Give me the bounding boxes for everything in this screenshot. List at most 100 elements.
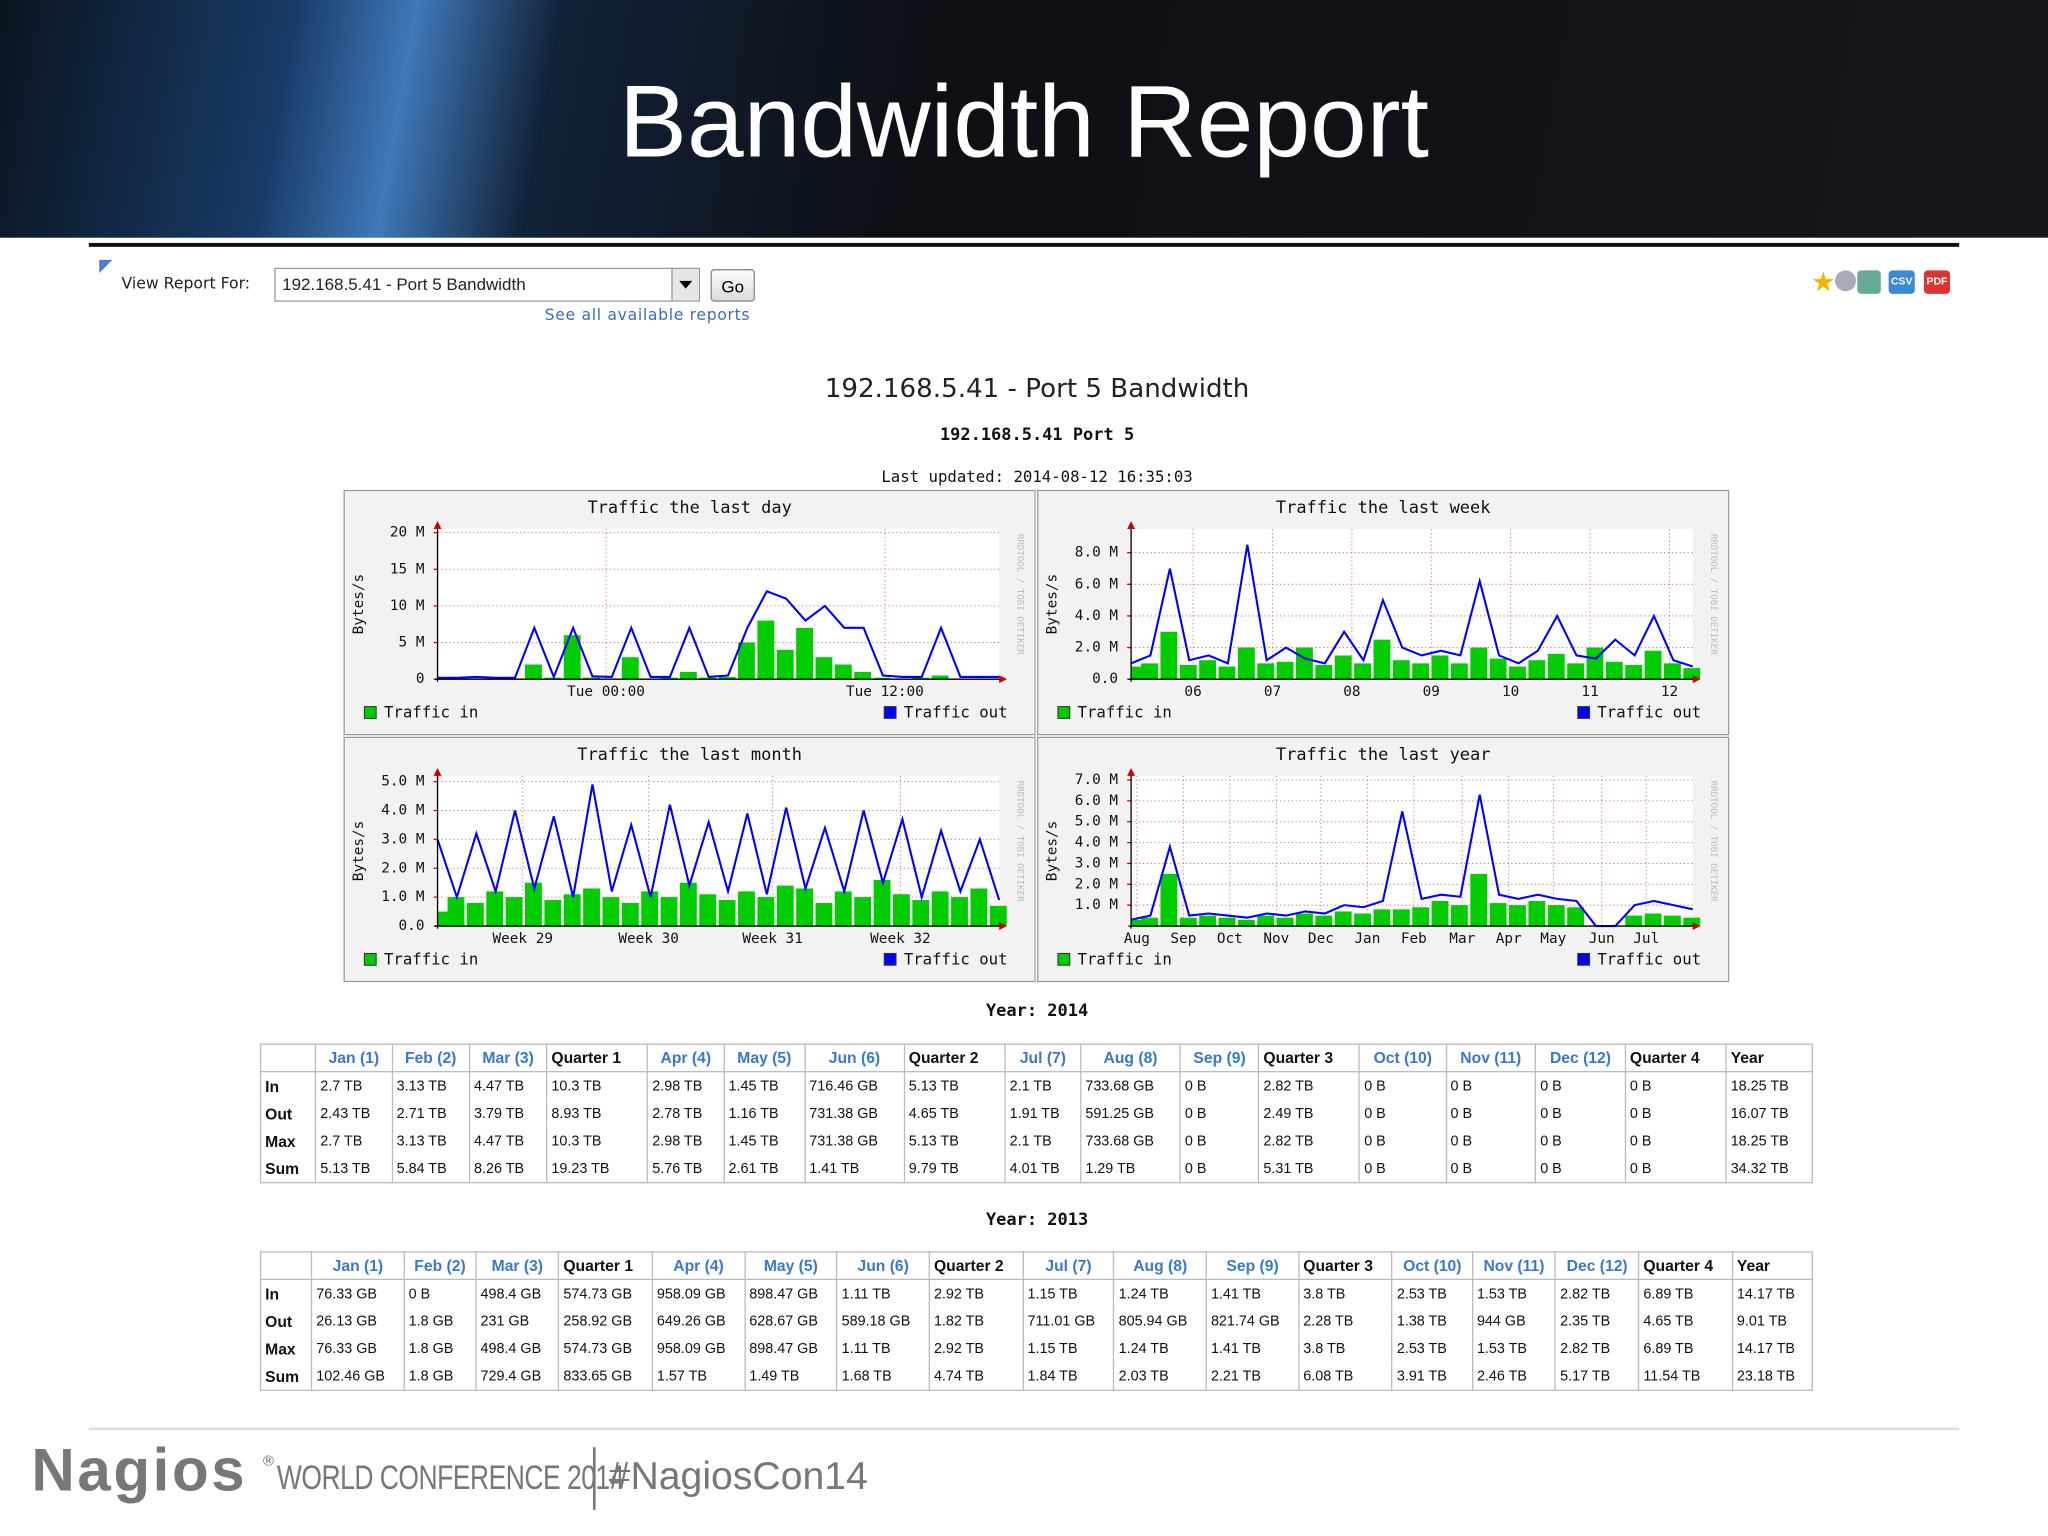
cell: 3.13 TB (391, 1127, 471, 1155)
cell: 0 B (1358, 1154, 1447, 1184)
month-link[interactable]: Jul (7) (1022, 1251, 1115, 1280)
schedule-icon[interactable] (1835, 270, 1856, 292)
month-link[interactable]: Oct (10) (1391, 1251, 1474, 1280)
traffic-in-bar (1160, 631, 1178, 680)
traffic-in-bar (718, 900, 736, 927)
go-button[interactable]: Go (710, 269, 755, 302)
traffic-in-bar (1509, 666, 1526, 680)
traffic-in-bar (1664, 663, 1681, 680)
cell: 0 B (1534, 1099, 1626, 1128)
column-header: Quarter 2 (903, 1043, 1006, 1073)
traffic-in-bar (776, 885, 794, 927)
traffic-in-bar (1373, 639, 1391, 680)
month-link[interactable]: Feb (2) (391, 1043, 471, 1073)
email-icon[interactable] (1857, 270, 1881, 294)
x-tick-label: Sep (1170, 931, 1196, 947)
month-link[interactable]: Apr (4) (651, 1251, 746, 1280)
column-header: Quarter 1 (558, 1251, 653, 1280)
cell: 4.65 TB (1638, 1307, 1733, 1335)
month-link[interactable]: Feb (2) (403, 1251, 477, 1280)
favorite-icon[interactable]: ★ (1812, 269, 1834, 296)
cell: 716.46 GB (804, 1071, 905, 1100)
month-link[interactable]: Jun (6) (836, 1251, 931, 1280)
month-link[interactable]: Oct (10) (1358, 1043, 1447, 1073)
traffic-in-bar (931, 891, 949, 927)
y-tick-label: 8.0 M (1075, 545, 1119, 561)
month-link[interactable]: Jul (7) (1004, 1043, 1082, 1073)
month-link[interactable]: Jan (1) (311, 1251, 405, 1280)
traffic-in-bar (1179, 917, 1197, 927)
month-link[interactable]: May (5) (723, 1043, 806, 1073)
month-link[interactable]: Mar (3) (468, 1043, 548, 1073)
cell: 0 B (1624, 1099, 1727, 1128)
csv-icon[interactable]: CSV (1888, 270, 1915, 294)
month-link[interactable]: Dec (12) (1554, 1251, 1640, 1280)
month-link[interactable]: Mar (3) (475, 1251, 560, 1280)
traffic-in-bar (1431, 901, 1449, 927)
traffic-in-bar (1257, 663, 1275, 680)
cell: 6.89 TB (1638, 1334, 1733, 1363)
month-link[interactable]: May (5) (744, 1251, 838, 1280)
traffic-in-bar (1315, 915, 1333, 927)
month-link[interactable]: Nov (11) (1471, 1251, 1557, 1280)
cell: 944 GB (1471, 1307, 1557, 1335)
traffic-in-bar (679, 671, 697, 680)
month-link[interactable]: Dec (12) (1534, 1043, 1626, 1073)
watermark: RRDTOOL / TOBI OETIKER (1015, 781, 1025, 902)
traffic-in-bar (660, 677, 678, 680)
cell: 0 B (1445, 1127, 1537, 1155)
month-link[interactable]: Aug (8) (1080, 1043, 1181, 1073)
month-link[interactable]: Aug (8) (1113, 1251, 1208, 1280)
column-header: Quarter 1 (546, 1043, 649, 1073)
traffic-in-bar (1354, 663, 1371, 680)
traffic-out-line (437, 589, 1000, 680)
cell: 2.98 TB (646, 1127, 725, 1155)
traffic-out-line (436, 784, 1001, 902)
month-link[interactable]: Sep (9) (1179, 1043, 1260, 1073)
cell: 4.47 TB (468, 1071, 548, 1100)
cell: 2.92 TB (928, 1279, 1024, 1308)
traffic-out-line (1130, 544, 1694, 668)
report-select[interactable]: 192.168.5.41 - Port 5 Bandwidth (274, 267, 701, 302)
column-header: Quarter 3 (1258, 1043, 1361, 1073)
traffic-in-bar (1141, 663, 1158, 680)
traffic-in-bar (912, 677, 930, 680)
month-link[interactable]: Sep (9) (1205, 1251, 1300, 1280)
data-row: Max 2.7 TB 3.13 TB 4.47 TB 10.3 TB 2.98 TB 1.4… (259, 1127, 1813, 1155)
legend-swatch (883, 952, 897, 966)
cell: 0 B (1179, 1127, 1260, 1155)
pdf-icon[interactable]: PDF (1923, 270, 1951, 294)
cell: 805.94 GB (1113, 1307, 1208, 1335)
cell: 5.13 TB (903, 1071, 1006, 1100)
traffic-in-bar (1412, 663, 1430, 680)
cell: 958.09 GB (651, 1279, 746, 1308)
cell: 23.18 TB (1731, 1362, 1813, 1392)
traffic-in-bar (1354, 913, 1371, 927)
y-axis-label: Bytes/s (1045, 574, 1061, 635)
cell: 5.31 TB (1258, 1154, 1361, 1184)
column-header: Quarter 3 (1298, 1251, 1393, 1280)
cell: 729.4 GB (475, 1362, 560, 1392)
cell: 1.8 GB (403, 1307, 477, 1335)
month-link[interactable]: Jan (1) (315, 1043, 393, 1073)
data-row: Sum 5.13 TB 5.84 TB 8.26 TB 19.23 TB 5.76 TB 2… (259, 1154, 1813, 1184)
dropdown-arrow[interactable] (671, 269, 699, 301)
traffic-in-bar (1450, 905, 1468, 927)
row-label: Out (259, 1307, 313, 1335)
brand-logo: Nagios (31, 1435, 248, 1504)
cell: 14.17 TB (1731, 1334, 1813, 1363)
cell: 2.92 TB (928, 1334, 1024, 1363)
legend-swatch (1057, 952, 1071, 966)
hashtag: #NagiosCon14 (608, 1455, 868, 1499)
month-link[interactable]: Jun (6) (804, 1043, 905, 1073)
cell: 8.26 TB (468, 1154, 548, 1184)
traffic-in-bar (1141, 917, 1158, 927)
reports-link[interactable]: See all available reports (544, 305, 751, 324)
cell: 1.57 TB (651, 1362, 746, 1392)
cell: 10.3 TB (546, 1127, 649, 1155)
cell: 898.47 GB (744, 1279, 838, 1308)
month-link[interactable]: Nov (11) (1445, 1043, 1537, 1073)
traffic-in-bar (1131, 919, 1148, 927)
plot-background (437, 528, 1000, 680)
month-link[interactable]: Apr (4) (646, 1043, 725, 1073)
